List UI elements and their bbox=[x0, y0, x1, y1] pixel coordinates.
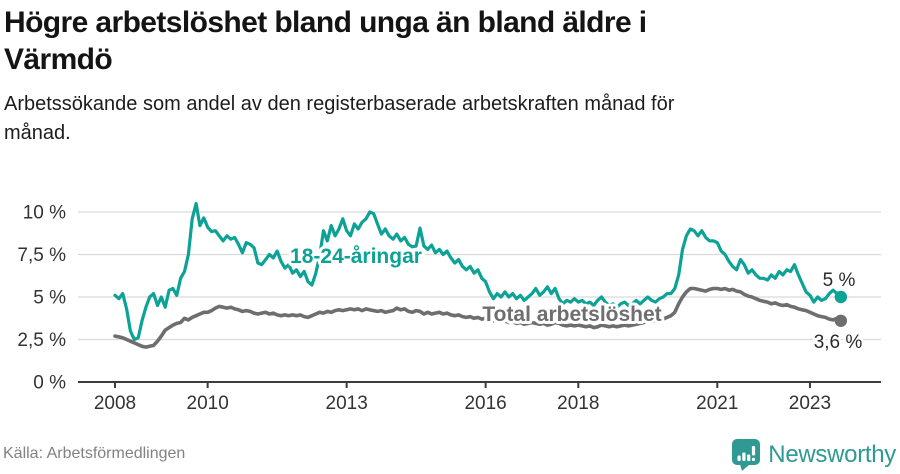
newsworthy-icon bbox=[732, 439, 761, 471]
series-label-youth: 18-24-åringar bbox=[290, 245, 422, 268]
line-chart: 2008 2010 2013 2016 2018 2021 2023 0 % 2,5 % 5 % 7… bbox=[17, 201, 881, 414]
y-tick-label: 10 % bbox=[23, 203, 66, 224]
x-tick-label: 2008 bbox=[94, 393, 136, 414]
x-tick-label: 2010 bbox=[187, 393, 229, 414]
end-dot-total bbox=[834, 314, 848, 327]
y-tick-label: 7,5 % bbox=[17, 245, 66, 266]
newsworthy-logo[interactable]: Newsworthy bbox=[731, 438, 896, 471]
x-tick-label: 2021 bbox=[696, 393, 738, 414]
end-value-label-youth: 5 % bbox=[823, 270, 856, 291]
series-line-total bbox=[113, 286, 843, 349]
newsworthy-wordmark: Newsworthy bbox=[768, 440, 896, 468]
subtitle-line-2: månad. bbox=[4, 122, 71, 144]
source-note: Källa: Arbetsförmedlingen bbox=[3, 445, 186, 462]
x-tick-label: 2018 bbox=[557, 393, 599, 414]
x-tick-label: 2023 bbox=[789, 393, 831, 414]
title-line-1: Högre arbetslöshet bland unga än bland ä… bbox=[4, 6, 647, 39]
series-label-total: Total arbetslöshet bbox=[482, 303, 661, 326]
y-tick-label: 2,5 % bbox=[17, 330, 66, 351]
y-tick-label: 0 % bbox=[33, 373, 66, 394]
end-dot-youth bbox=[834, 290, 848, 304]
y-tick-label: 5 % bbox=[33, 288, 66, 309]
x-tick-label: 2016 bbox=[464, 393, 506, 414]
x-tick-label: 2013 bbox=[326, 393, 368, 414]
chart-subtitle: Arbetssökande som andel av den registerb… bbox=[4, 90, 844, 148]
chart-title: Högre arbetslöshet bland unga än bland ä… bbox=[4, 4, 884, 78]
series-line-youth bbox=[113, 201, 843, 342]
title-line-2: Värmdö bbox=[4, 43, 113, 76]
subtitle-line-1: Arbetssökande som andel av den registerb… bbox=[4, 93, 675, 115]
end-value-label-total: 3,6 % bbox=[814, 332, 863, 353]
